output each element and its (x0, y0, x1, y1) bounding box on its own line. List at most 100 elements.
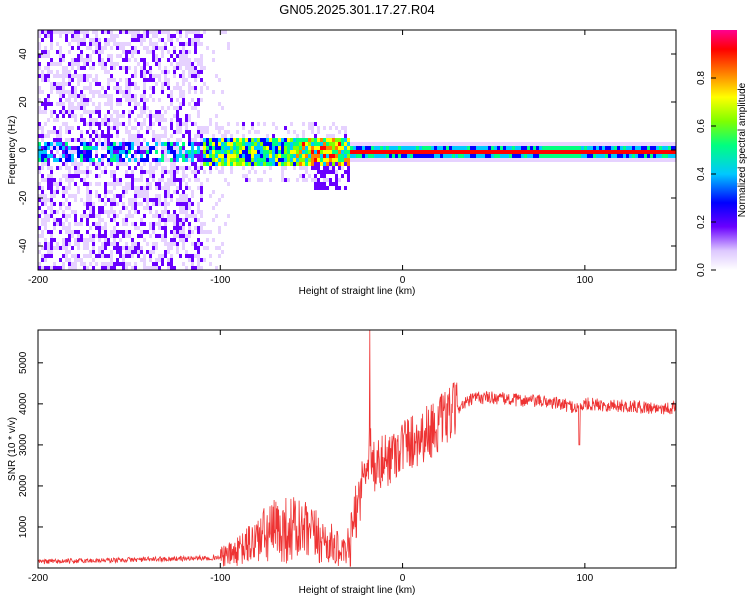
heatmap-cell (59, 110, 62, 114)
heatmap-cell (332, 166, 335, 170)
heatmap-cell (521, 150, 524, 154)
heatmap-cell (179, 198, 182, 202)
heatmap-cell (197, 38, 200, 42)
heatmap-cell (161, 70, 164, 74)
heatmap-cell (140, 230, 143, 234)
heatmap-cell (98, 114, 101, 118)
heatmap-cell (416, 154, 419, 158)
heatmap-cell (80, 98, 83, 102)
heatmap-cell (128, 146, 131, 150)
heatmap-cell (329, 134, 332, 138)
heatmap-cell (293, 146, 296, 150)
heatmap-cell (194, 86, 197, 90)
heatmap-cell (323, 158, 326, 162)
heatmap-cell (167, 178, 170, 182)
heatmap-cell (104, 202, 107, 206)
heatmap-cell (140, 166, 143, 170)
heatmap-cell (200, 130, 203, 134)
heatmap-cell (161, 154, 164, 158)
heatmap-cell (191, 86, 194, 90)
heatmap-cell (440, 154, 443, 158)
heatmap-cell (68, 186, 71, 190)
heatmap-cell (170, 118, 173, 122)
heatmap-cell (200, 242, 203, 246)
heatmap-cell (275, 146, 278, 150)
heatmap-cell (131, 250, 134, 254)
heatmap-cell (494, 154, 497, 158)
heatmap-cell (194, 30, 197, 34)
heatmap-cell (116, 82, 119, 86)
heatmap-cell (338, 178, 341, 182)
heatmap-cell (113, 158, 116, 162)
heatmap-cell (149, 210, 152, 214)
heatmap-cell (260, 154, 263, 158)
heatmap-cell (56, 42, 59, 46)
heatmap-cell (218, 162, 221, 166)
heatmap-cell (464, 158, 467, 162)
heatmap-cell (71, 162, 74, 166)
heatmap-cell (221, 150, 224, 154)
heatmap-cell (137, 226, 140, 230)
heatmap-cell (74, 74, 77, 78)
heatmap-cell (128, 234, 131, 238)
heatmap-cell (275, 150, 278, 154)
heatmap-cell (383, 142, 386, 146)
heatmap-cell (605, 158, 608, 162)
heatmap-cell (128, 110, 131, 114)
heatmap-cell (137, 158, 140, 162)
heatmap-cell (200, 266, 203, 270)
heatmap-cell (158, 214, 161, 218)
heatmap-cell (47, 154, 50, 158)
heatmap-cell (116, 86, 119, 90)
y-tick-label: 2000 (18, 474, 29, 497)
heatmap-cell (635, 146, 638, 150)
heatmap-cell (44, 194, 47, 198)
heatmap-cell (56, 242, 59, 246)
heatmap-cell (341, 154, 344, 158)
heatmap-cell (146, 142, 149, 146)
heatmap-cell (65, 218, 68, 222)
heatmap-cell (95, 42, 98, 46)
heatmap-cell (209, 158, 212, 162)
heatmap-cell (377, 150, 380, 154)
heatmap-cell (650, 146, 653, 150)
heatmap-cell (128, 150, 131, 154)
heatmap-cell (41, 258, 44, 262)
heatmap-cell (47, 266, 50, 270)
heatmap-cell (179, 118, 182, 122)
heatmap-cell (83, 74, 86, 78)
heatmap-cell (77, 94, 80, 98)
heatmap-cell (380, 150, 383, 154)
heatmap-cell (365, 154, 368, 158)
heatmap-cell (83, 142, 86, 146)
heatmap-cell (92, 94, 95, 98)
heatmap-cell (209, 254, 212, 258)
heatmap-cell (200, 138, 203, 142)
heatmap-cell (230, 142, 233, 146)
heatmap-cell (152, 230, 155, 234)
heatmap-cell (65, 122, 68, 126)
heatmap-cell (647, 146, 650, 150)
heatmap-cell (623, 154, 626, 158)
heatmap-cell (59, 230, 62, 234)
heatmap-cell (596, 158, 599, 162)
heatmap-cell (155, 110, 158, 114)
heatmap-cell (344, 146, 347, 150)
heatmap-cell (89, 114, 92, 118)
heatmap-cell (191, 142, 194, 146)
heatmap-cell (167, 250, 170, 254)
heatmap-cell (176, 126, 179, 130)
heatmap-cell (62, 70, 65, 74)
heatmap-cell (77, 166, 80, 170)
heatmap-cell (89, 146, 92, 150)
heatmap-cell (401, 158, 404, 162)
heatmap-cell (341, 150, 344, 154)
heatmap-cell (302, 122, 305, 126)
heatmap-cell (323, 182, 326, 186)
heatmap-cell (239, 162, 242, 166)
heatmap-cell (410, 154, 413, 158)
heatmap-cell (347, 178, 350, 182)
heatmap-cell (77, 146, 80, 150)
heatmap-cell (293, 162, 296, 166)
heatmap-cell (125, 162, 128, 166)
